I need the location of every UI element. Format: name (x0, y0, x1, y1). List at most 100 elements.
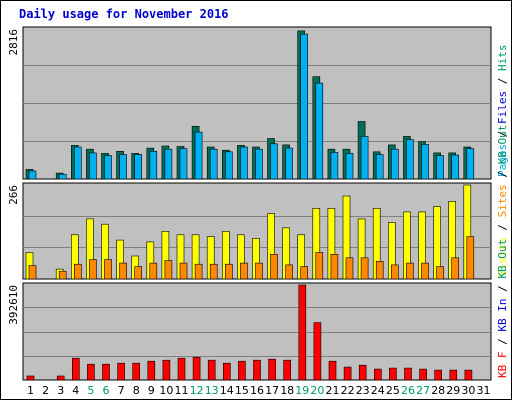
bar-kbytes-kb-f-4 (72, 357, 80, 381)
bar-visits-sites-sites-15 (240, 262, 248, 280)
bar-hits-files-files-3 (58, 173, 67, 180)
bar-visits-sites-sites-1 (28, 265, 37, 280)
legend-entry-hits-files-0: Pages (496, 144, 509, 177)
bar-hits-files-files-1 (28, 170, 37, 180)
max-label-kbytes: 392610 (7, 285, 20, 325)
bar-visits-sites-sites-6 (104, 259, 112, 280)
day-label-4: 4 (72, 384, 79, 397)
bar-visits-sites-sites-18 (285, 264, 293, 280)
bar-hits-files-files-10 (164, 148, 173, 180)
day-label-9: 9 (148, 384, 155, 397)
day-label-15: 15 (235, 384, 249, 397)
day-label-27: 27 (416, 384, 430, 397)
bar-kbytes-kb-f-15 (238, 360, 246, 381)
bar-kbytes-kb-f-17 (268, 358, 276, 381)
bar-visits-sites-sites-30 (466, 236, 475, 280)
legend-entry-kbytes-2: KB In (496, 299, 509, 332)
bar-kbytes-kb-f-18 (283, 359, 292, 381)
day-label-25: 25 (386, 384, 400, 397)
bar-hits-files-files-13 (209, 148, 218, 180)
day-label-26: 26 (401, 384, 415, 397)
bar-hits-files-files-25 (390, 148, 399, 180)
day-label-24: 24 (371, 384, 385, 397)
day-label-22: 22 (341, 384, 355, 397)
legend-entry-visits-sites-2: Sites (496, 184, 509, 217)
day-label-31: 31 (477, 384, 491, 397)
bar-visits-sites-sites-29 (451, 257, 460, 280)
day-label-11: 11 (175, 384, 189, 397)
bar-hits-files-files-14 (225, 151, 233, 180)
bar-kbytes-kb-f-19 (298, 284, 307, 381)
bar-hits-files-files-21 (330, 152, 339, 180)
bar-visits-sites-sites-16 (255, 262, 263, 280)
legend-kbytes: KB F / KB In / KB Out (496, 239, 509, 378)
bar-kbytes-kb-f-24 (373, 368, 382, 381)
day-label-5: 5 (87, 384, 94, 397)
bar-visits-sites-sites-28 (436, 266, 444, 280)
bar-kbytes-kb-f-30 (464, 369, 473, 381)
day-label-29: 29 (446, 384, 460, 397)
day-label-3: 3 (57, 384, 64, 397)
bar-visits-sites-sites-25 (390, 264, 399, 280)
bar-hits-files-files-5 (89, 152, 97, 180)
bar-hits-files-files-22 (345, 153, 354, 180)
bar-hits-files-files-26 (406, 139, 414, 180)
bar-kbytes-kb-f-26 (404, 367, 412, 381)
legend-entry-kbytes-3: / (496, 279, 509, 299)
bar-kbytes-kb-f-28 (434, 369, 443, 381)
legend-entry-hits-files-4: Hits (496, 45, 509, 72)
bar-kbytes-kb-f-11 (177, 357, 186, 381)
bar-kbytes-kb-f-10 (162, 359, 171, 381)
day-label-18: 18 (280, 384, 294, 397)
bar-visits-sites-sites-3 (58, 270, 67, 280)
day-label-10: 10 (159, 384, 173, 397)
bar-hits-files-files-4 (74, 146, 82, 180)
bar-hits-files-files-19 (300, 33, 309, 180)
bar-kbytes-kb-f-14 (223, 362, 231, 381)
bar-visits-sites-sites-17 (270, 254, 278, 280)
bar-kbytes-kb-f-3 (56, 375, 65, 381)
day-label-2: 2 (42, 384, 49, 397)
bar-visits-sites-sites-23 (360, 257, 369, 280)
legend-entry-hits-files-1: / (496, 124, 509, 144)
max-label-visits-sites: 266 (7, 185, 20, 205)
day-label-28: 28 (431, 384, 445, 397)
day-label-12: 12 (190, 384, 204, 397)
day-label-19: 19 (295, 384, 309, 397)
bar-kbytes-kb-f-12 (192, 356, 201, 381)
legend-entry-visits-sites-4: KB Out (496, 125, 509, 165)
legend-entry-hits-files-3: / (496, 71, 509, 91)
bar-visits-sites-sites-21 (330, 254, 339, 280)
legend-entry-visits-sites-0: Visits (496, 237, 509, 277)
bar-visits-sites-sites-10 (164, 260, 173, 280)
bar-kbytes-kb-f-5 (87, 363, 95, 381)
bar-hits-files-files-29 (451, 154, 460, 180)
bar-hits-files-files-20 (315, 82, 324, 180)
bar-kbytes-kb-f-8 (132, 362, 140, 381)
bar-visits-sites-sites-5 (89, 259, 97, 280)
bar-hits-files-files-12 (194, 131, 203, 180)
bar-kbytes-kb-f-29 (449, 369, 458, 381)
chart-title: Daily usage for November 2016 (19, 7, 229, 21)
bar-kbytes-kb-f-13 (207, 359, 216, 381)
bar-visits-sites-sites-14 (225, 263, 233, 280)
day-label-21: 21 (326, 384, 340, 397)
legend-entry-hits-files-2: Files (496, 91, 509, 124)
legend-entry-kbytes-4: KB Out (496, 239, 509, 279)
legend-visits-sites: Visits / Sites / KB Out (496, 125, 509, 277)
bar-visits-sites-sites-7 (119, 262, 127, 280)
legend-entry-kbytes-1: / (496, 332, 509, 352)
bar-hits-files-files-28 (436, 155, 444, 180)
bar-hits-files-files-15 (240, 146, 248, 180)
bar-visits-sites-sites-20 (315, 252, 324, 280)
bar-visits-sites-sites-13 (209, 263, 218, 280)
bar-visits-sites-sites-24 (375, 260, 384, 280)
day-label-17: 17 (265, 384, 279, 397)
day-label-6: 6 (103, 384, 110, 397)
bar-visits-sites-sites-26 (406, 262, 414, 280)
bar-kbytes-kb-f-25 (389, 367, 397, 381)
bar-hits-files-files-18 (285, 147, 293, 180)
legend-entry-kbytes-0: KB F (496, 352, 509, 379)
bar-visits-sites-sites-27 (421, 262, 429, 280)
